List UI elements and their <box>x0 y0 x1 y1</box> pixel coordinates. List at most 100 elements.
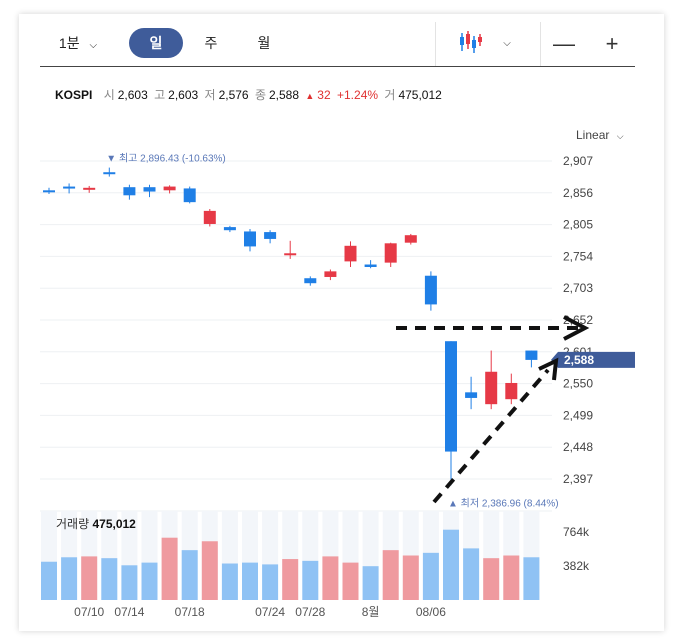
chart-toolbar: 1분 ⌵ 일 주 월 ⌵ — + <box>40 22 635 67</box>
x-tick-label: 8월 <box>362 605 380 619</box>
candle-body <box>143 187 156 192</box>
scale-button[interactable]: Linear ⌵ <box>576 128 624 142</box>
index-name: KOSPI <box>55 88 93 102</box>
high-value: 2,603 <box>168 88 199 102</box>
x-tick-label: 07/24 <box>255 605 285 619</box>
toolbar-divider <box>435 22 436 66</box>
volume-bar <box>402 555 419 600</box>
volume-value: 475,012 <box>398 88 442 102</box>
close-value: 2,588 <box>269 88 300 102</box>
volume-bar <box>81 556 98 600</box>
tab-month[interactable]: 월 <box>257 35 271 51</box>
volume-bar <box>242 562 258 600</box>
candle-body <box>163 186 176 191</box>
candle-body <box>284 253 297 256</box>
volume-tick-label: 382k <box>563 559 590 573</box>
candle-body <box>485 371 498 405</box>
candle-body <box>465 392 478 398</box>
candle-body <box>505 382 518 400</box>
volume-tick-label: 764k <box>563 525 590 539</box>
high-label: 고 <box>154 88 166 102</box>
candle-body <box>364 264 377 267</box>
x-tick-label: 08/06 <box>416 605 446 619</box>
volume-bar <box>503 555 520 600</box>
volume-bar <box>443 529 459 600</box>
candle-body <box>445 341 457 452</box>
chevron-down-icon: ⌵ <box>616 131 624 141</box>
x-tick-label: 07/18 <box>175 605 205 619</box>
dashed-diagonal-arrow <box>432 368 550 504</box>
candle-body <box>264 232 277 239</box>
chevron-down-icon: ⌵ <box>89 40 98 51</box>
volume-bar <box>382 550 399 600</box>
y-tick-label: 2,754 <box>563 249 593 263</box>
tab-week[interactable]: 주 <box>204 35 218 51</box>
y-tick-label: 2,856 <box>563 186 593 200</box>
tab-day[interactable]: 일 <box>129 28 183 58</box>
zoom-out-button[interactable]: — <box>553 31 575 56</box>
x-tick-label: 07/28 <box>295 605 325 619</box>
y-tick-label: 2,448 <box>563 440 593 454</box>
quote-summary: KOSPI 시 2,603 고 2,603 저 2,576 종 2,588 ▲ 32 +1… <box>55 86 445 103</box>
scale-label: Linear <box>576 128 610 142</box>
y-tick-label: 2,703 <box>563 281 593 295</box>
x-tick-label: 07/14 <box>114 605 144 619</box>
chart-type-chevron-icon[interactable]: ⌵ <box>503 38 511 49</box>
volume-title: 거래량 475,012 <box>56 517 136 531</box>
current-price-label: 2,588 <box>564 353 594 367</box>
toolbar-divider <box>540 22 541 66</box>
volume-bar <box>121 565 138 600</box>
candle-body <box>424 275 437 305</box>
change-arrow-icon: ▲ <box>305 91 315 101</box>
volume-bar <box>282 559 299 600</box>
candlestick-icon <box>460 31 482 53</box>
current-price-tag <box>551 351 635 368</box>
candle-body <box>183 188 196 203</box>
volume-bar <box>483 558 500 600</box>
volume-bar <box>101 558 118 600</box>
volume-bar <box>201 541 218 600</box>
chart-type-button[interactable] <box>451 30 491 58</box>
x-tick-label: 07/10 <box>74 605 104 619</box>
candle-body <box>123 187 136 196</box>
candle-body <box>384 243 397 263</box>
close-label: 종 <box>254 88 266 102</box>
volume-bar <box>362 566 379 600</box>
candle-body <box>525 350 538 360</box>
volume-bar <box>181 550 198 600</box>
candle-body <box>103 172 116 175</box>
high-annotation: ▼ 최고 2,896.43 (-10.63%) <box>106 153 225 165</box>
open-value: 2,603 <box>117 88 148 102</box>
volume-bar <box>422 552 439 600</box>
candle-body <box>244 231 256 247</box>
volume-bar <box>41 561 57 600</box>
candle-body <box>63 186 76 189</box>
candle-body <box>203 210 216 224</box>
y-tick-label: 2,397 <box>563 472 593 486</box>
candle-body <box>344 245 357 262</box>
y-tick-label: 2,907 <box>563 154 593 168</box>
low-annotation: ▲ 최저 2,386.96 (8.44%) <box>448 497 559 509</box>
y-tick-label: 2,652 <box>563 313 593 327</box>
low-label: 저 <box>204 88 216 102</box>
volume-title-value: 475,012 <box>92 517 136 531</box>
volume-label: 거 <box>384 88 396 102</box>
y-tick-label: 2,550 <box>563 377 593 391</box>
volume-bar <box>302 560 319 600</box>
minute-period-label: 1분 <box>58 35 80 51</box>
open-label: 시 <box>103 88 115 102</box>
candle-body <box>404 235 417 243</box>
low-value: 2,576 <box>218 88 249 102</box>
candle-body <box>324 271 337 277</box>
candle-body <box>223 227 236 231</box>
change-value: 32 <box>317 88 331 102</box>
candle-body <box>83 187 96 190</box>
change-percent: +1.24% <box>337 88 379 102</box>
minute-period-dropdown[interactable]: 1분 ⌵ <box>58 28 98 58</box>
y-tick-label: 2,499 <box>563 408 593 422</box>
arrow-head-icon <box>538 357 559 381</box>
volume-bar <box>523 557 540 600</box>
zoom-in-button[interactable]: + <box>605 31 619 56</box>
volume-bar <box>463 548 480 600</box>
